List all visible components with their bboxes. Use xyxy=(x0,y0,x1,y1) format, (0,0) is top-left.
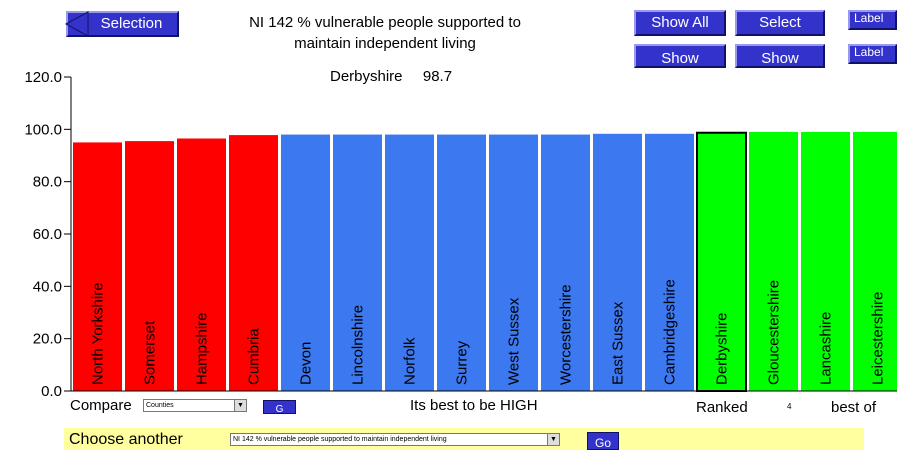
label-top-label: Label xyxy=(854,11,884,25)
indicator-select-value: NI 142 % vulnerable people supported to … xyxy=(233,436,447,443)
y-tick-label: 80.0 xyxy=(33,174,62,191)
label-top-button[interactable]: Label xyxy=(848,10,897,30)
show-all-label: Show All xyxy=(651,14,709,31)
bar[interactable] xyxy=(489,134,538,392)
y-tick-label: 20.0 xyxy=(33,331,62,348)
bar-label: Lancashire xyxy=(818,312,835,385)
bar-label: West Sussex xyxy=(506,297,523,385)
bar-label: Hampshire xyxy=(194,312,211,385)
highlight-name: Derbyshire xyxy=(330,68,403,85)
bar[interactable] xyxy=(281,134,330,392)
bar-label: North Yorkshire xyxy=(90,282,107,385)
label-bottom-button[interactable]: Label xyxy=(848,44,897,64)
show-right-button[interactable]: Show xyxy=(735,44,825,68)
show-left-label: Show xyxy=(661,50,699,67)
bar-label: Somerset xyxy=(142,320,159,385)
ranked-label: Ranked xyxy=(696,399,748,416)
bar-label: Devon xyxy=(298,342,315,385)
bar[interactable] xyxy=(593,133,642,391)
bar[interactable] xyxy=(385,134,434,392)
compare-go-label: G xyxy=(275,404,284,414)
y-tick-label: 0.0 xyxy=(41,383,62,396)
best-to-be-text: Its best to be HIGH xyxy=(410,397,538,414)
bar-label: Cumbria xyxy=(246,328,263,385)
highlight-value: 98.7 xyxy=(422,68,453,85)
highlight-readout: Derbyshire 98.7 xyxy=(330,68,452,85)
bar-label: Leicestershire xyxy=(870,292,887,385)
bar[interactable] xyxy=(749,131,798,391)
chart-title: NI 142 % vulnerable people supported to … xyxy=(180,12,590,54)
chart-title-line1: NI 142 % vulnerable people supported to xyxy=(249,14,521,31)
bar[interactable] xyxy=(73,142,122,391)
chevron-down-icon: ▼ xyxy=(547,434,559,445)
show-right-label: Show xyxy=(761,50,799,67)
bar-chart: 0.0 20.0 40.0 60.0 80.0 100.0 120.0 North Yorks… xyxy=(24,69,897,396)
go-label: Go xyxy=(594,436,611,450)
show-all-button[interactable]: Show All xyxy=(634,10,726,36)
chevron-down-icon: ▼ xyxy=(234,400,246,411)
compare-label: Compare xyxy=(70,397,132,414)
chart-title-line2: maintain independent living xyxy=(294,35,476,52)
bar[interactable] xyxy=(229,135,278,391)
select-button[interactable]: Select xyxy=(735,10,825,36)
bar-label: Worcestershire xyxy=(558,284,575,385)
compare-select[interactable]: Counties ▼ xyxy=(143,399,247,412)
rank-value: 4 xyxy=(787,402,792,411)
bar[interactable] xyxy=(125,141,174,391)
selection-label: Selection xyxy=(100,15,163,32)
choose-another-label: Choose another xyxy=(69,431,183,448)
back-arrow-icon xyxy=(64,11,89,37)
bar-label: East Sussex xyxy=(610,301,627,385)
choose-another-bar: Choose another NI 142 % vulnerable peopl… xyxy=(64,428,864,450)
select-label: Select xyxy=(759,14,801,31)
label-bottom-label: Label xyxy=(854,45,884,59)
bar[interactable] xyxy=(333,134,382,392)
bar[interactable] xyxy=(801,131,850,391)
go-button[interactable]: Go xyxy=(587,432,619,450)
bar[interactable] xyxy=(541,134,590,392)
y-tick-label: 120.0 xyxy=(24,69,62,86)
compare-select-value: Counties xyxy=(146,402,174,409)
y-tick-label: 40.0 xyxy=(33,278,62,295)
y-tick-label: 60.0 xyxy=(33,226,62,243)
bar-label: Norfolk xyxy=(402,337,419,385)
bar[interactable] xyxy=(437,134,486,392)
bar-label: Cambridgeshire xyxy=(662,279,679,385)
bar[interactable] xyxy=(853,131,897,391)
bar-label: Derbyshire xyxy=(714,312,731,385)
indicator-select[interactable]: NI 142 % vulnerable people supported to … xyxy=(230,433,560,446)
y-tick-label: 100.0 xyxy=(24,121,62,138)
bar[interactable] xyxy=(177,138,226,391)
bar[interactable] xyxy=(645,133,694,391)
bar-label: Lincolnshire xyxy=(350,305,367,385)
show-left-button[interactable]: Show xyxy=(634,44,726,68)
best-of-label: best of xyxy=(831,399,877,416)
bar-label: Surrey xyxy=(454,340,471,385)
compare-go-button[interactable]: G xyxy=(263,400,296,414)
bar-label: Gloucestershire xyxy=(766,280,783,385)
